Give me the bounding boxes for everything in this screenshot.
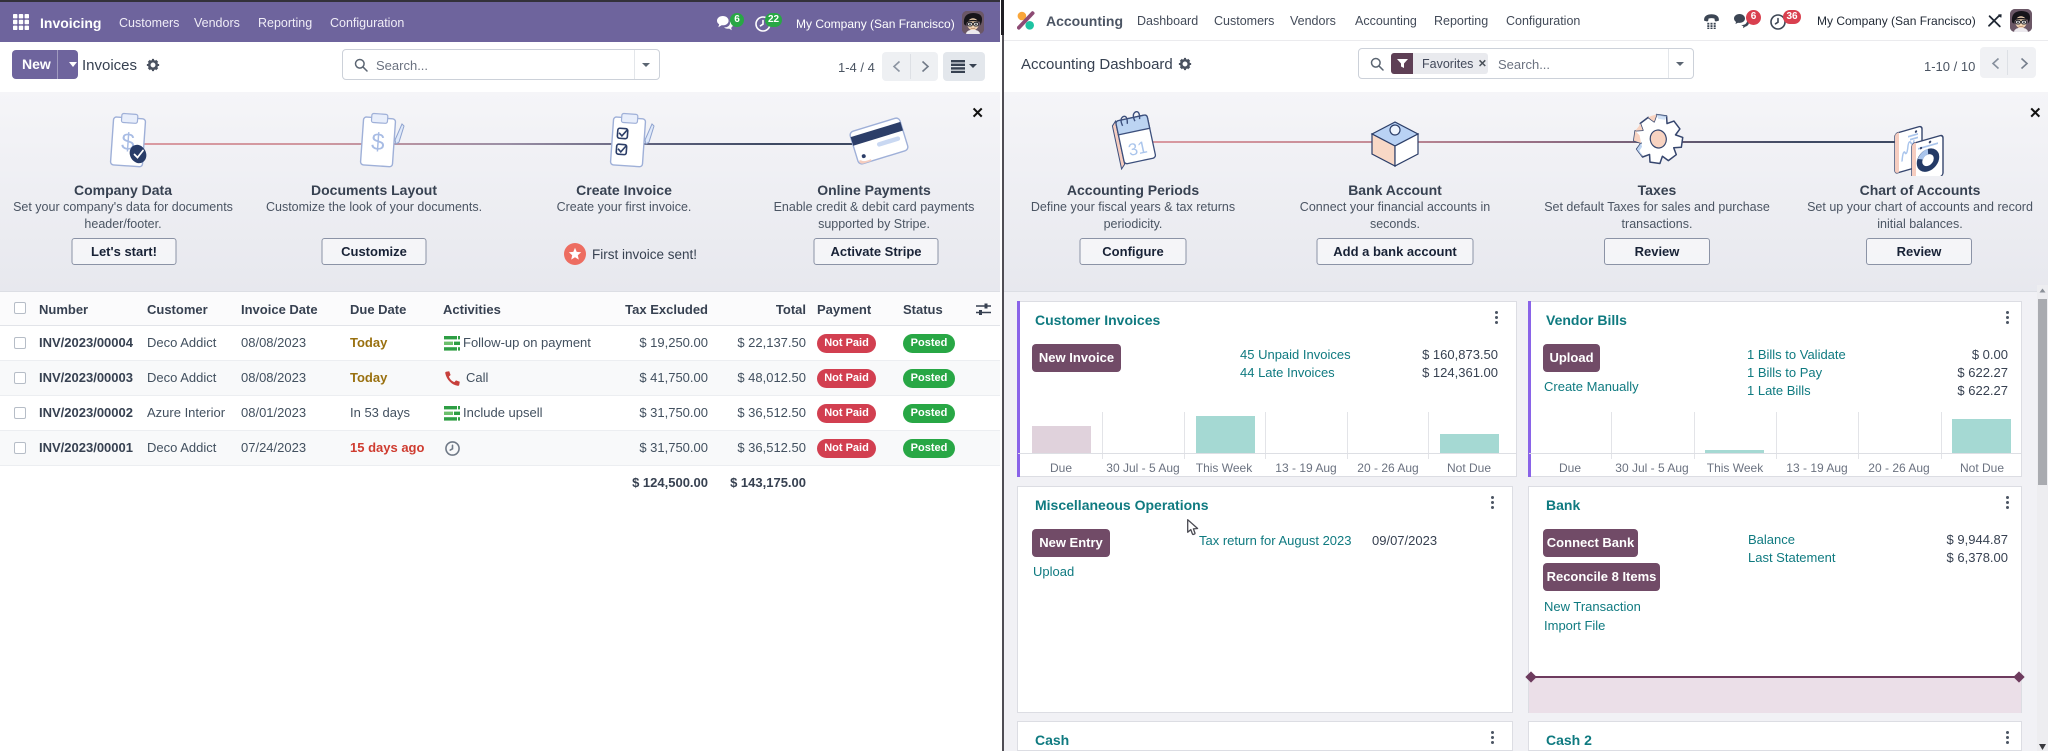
svg-text:$: $	[370, 128, 385, 156]
svg-text:31: 31	[1126, 137, 1148, 160]
